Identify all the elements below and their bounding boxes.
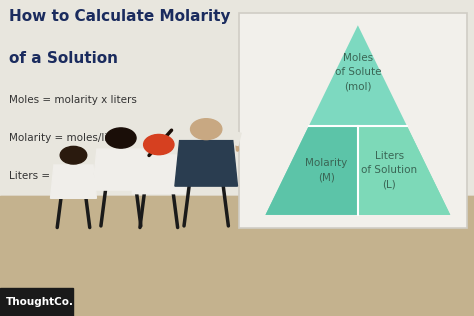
Text: Liters = moles/molarity: Liters = moles/molarity	[9, 171, 132, 181]
Polygon shape	[175, 141, 237, 186]
Text: Moles = molarity x liters: Moles = molarity x liters	[9, 95, 137, 105]
Text: Molarity = moles/liters: Molarity = moles/liters	[9, 133, 128, 143]
Text: Liters
of Solution
(L): Liters of Solution (L)	[361, 151, 418, 189]
Polygon shape	[265, 25, 450, 215]
Bar	[0, 288, 73, 316]
Polygon shape	[0, 196, 474, 316]
Text: Moles
of Solute
(mol): Moles of Solute (mol)	[335, 53, 381, 91]
Bar	[0, 196, 474, 316]
Polygon shape	[265, 126, 358, 215]
Circle shape	[191, 119, 222, 140]
Polygon shape	[358, 126, 450, 215]
Polygon shape	[51, 165, 96, 198]
Bar	[0, 0, 474, 196]
Polygon shape	[132, 155, 185, 194]
Circle shape	[60, 146, 87, 164]
Text: How to Calculate Molarity: How to Calculate Molarity	[9, 9, 231, 24]
Text: ThoughtCo.: ThoughtCo.	[6, 297, 73, 307]
Text: of a Solution: of a Solution	[9, 51, 119, 65]
Polygon shape	[93, 149, 149, 190]
Circle shape	[145, 135, 173, 154]
Circle shape	[144, 135, 174, 155]
Bar	[239, 13, 467, 228]
Text: Molarity
(M): Molarity (M)	[305, 158, 347, 182]
Circle shape	[106, 128, 136, 148]
